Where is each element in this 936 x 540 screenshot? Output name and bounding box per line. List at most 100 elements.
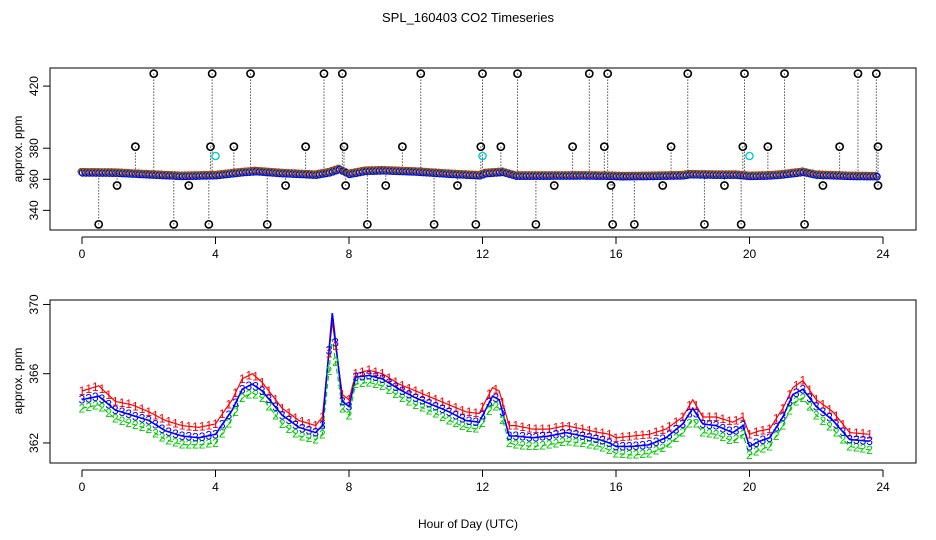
series-2-marker: 2 bbox=[659, 441, 666, 455]
mid-outlier-point bbox=[599, 142, 609, 152]
upper-outlier-point bbox=[149, 69, 159, 79]
series-3-marker: 3 bbox=[145, 413, 152, 427]
series-2-marker: 2 bbox=[99, 401, 106, 415]
series-1-marker: 1 bbox=[746, 427, 753, 441]
mid-outlier-point bbox=[130, 142, 140, 152]
series-1-marker: 1 bbox=[513, 419, 520, 433]
series-1-marker: 1 bbox=[539, 422, 546, 436]
series-3-marker: 3 bbox=[486, 396, 493, 410]
series-3-marker: 3 bbox=[272, 400, 279, 414]
series-2-marker: 2 bbox=[239, 391, 246, 405]
series-2-marker: 2 bbox=[112, 412, 119, 426]
upper-outlier-point bbox=[416, 69, 426, 79]
x-tick-label: 20 bbox=[743, 480, 757, 494]
series-3-marker: 3 bbox=[533, 430, 540, 444]
series-3-marker: 3 bbox=[559, 426, 566, 440]
series-2-marker: 2 bbox=[359, 376, 366, 390]
y-tick-label: 340 bbox=[27, 200, 41, 220]
series-3-marker: 3 bbox=[586, 430, 593, 444]
series-2-marker: 2 bbox=[125, 416, 132, 430]
series-3-marker: 3 bbox=[312, 426, 319, 440]
series-3-marker: 3 bbox=[679, 417, 686, 431]
series-3-marker: 3 bbox=[199, 430, 206, 444]
series-1-marker: 1 bbox=[659, 423, 666, 437]
series-2-marker: 2 bbox=[145, 422, 152, 436]
mid-outlier-point bbox=[496, 142, 506, 152]
upper-outlier-point bbox=[683, 69, 693, 79]
series-2-marker: 2 bbox=[472, 422, 479, 436]
series-1-marker: 1 bbox=[840, 417, 847, 431]
series-3-marker: 3 bbox=[239, 382, 246, 396]
series-1-marker: 1 bbox=[466, 405, 473, 419]
series-3-marker: 3 bbox=[85, 391, 92, 405]
series-2-marker: 2 bbox=[573, 435, 580, 449]
series-1-marker: 1 bbox=[139, 402, 146, 416]
lower-outlier-point bbox=[362, 219, 372, 229]
series-1-marker: 1 bbox=[713, 410, 720, 424]
series-2-marker: 2 bbox=[693, 416, 700, 430]
series-3-marker: 3 bbox=[232, 396, 239, 410]
x-tick-label: 4 bbox=[212, 480, 219, 494]
series-1-marker: 1 bbox=[566, 419, 573, 433]
series-3-marker: 3 bbox=[499, 405, 506, 419]
x-tick-label: 12 bbox=[476, 480, 490, 494]
series-1-marker: 1 bbox=[793, 378, 800, 392]
series-2-marker: 2 bbox=[446, 413, 453, 427]
series-2-marker: 2 bbox=[319, 427, 326, 441]
series-2-marker: 2 bbox=[212, 436, 219, 450]
series-1-marker: 1 bbox=[760, 423, 767, 437]
series-3-marker: 3 bbox=[566, 426, 573, 440]
x-tick-label: 0 bbox=[79, 247, 86, 261]
series-2-marker: 2 bbox=[626, 448, 633, 462]
x-tick-label: 8 bbox=[346, 247, 353, 261]
series-2-marker: 2 bbox=[219, 426, 226, 440]
series-3-marker: 3 bbox=[706, 418, 713, 432]
series-1-marker: 1 bbox=[472, 406, 479, 420]
series-1-marker: 1 bbox=[806, 383, 813, 397]
series-3-marker: 3 bbox=[139, 411, 146, 425]
series-1-marker: 1 bbox=[853, 426, 860, 440]
series-1-marker: 1 bbox=[686, 398, 693, 412]
series-1-marker: 1 bbox=[366, 363, 373, 377]
series-3-marker: 3 bbox=[840, 425, 847, 439]
lower-outlier-point bbox=[471, 219, 481, 229]
series-1-marker: 1 bbox=[252, 370, 259, 384]
series-1-marker: 1 bbox=[306, 417, 313, 431]
series-2-marker: 2 bbox=[452, 416, 459, 430]
mid-outlier-point bbox=[666, 142, 676, 152]
series-2-marker: 2 bbox=[613, 446, 620, 460]
series-1-marker: 1 bbox=[599, 426, 606, 440]
mid-outlier-point bbox=[568, 142, 578, 152]
series-3-marker: 3 bbox=[653, 435, 660, 449]
mid-outlier-point bbox=[763, 142, 773, 152]
series-1-marker: 1 bbox=[312, 419, 319, 433]
lower-outlier-point bbox=[262, 219, 272, 229]
series-1-marker: 1 bbox=[486, 387, 493, 401]
series-2-marker: 2 bbox=[826, 419, 833, 433]
series-3-marker: 3 bbox=[513, 429, 520, 443]
series-3-marker: 3 bbox=[172, 427, 179, 441]
series-2-marker: 2 bbox=[312, 432, 319, 446]
series-2-marker: 2 bbox=[185, 438, 192, 452]
series-1-marker: 1 bbox=[559, 419, 566, 433]
series-3-marker: 3 bbox=[432, 399, 439, 413]
mid-outlier-point bbox=[835, 142, 845, 152]
series-3-marker: 3 bbox=[553, 428, 560, 442]
series-1-marker: 1 bbox=[679, 410, 686, 424]
flagged-point bbox=[745, 151, 754, 161]
series-3-marker: 3 bbox=[659, 432, 666, 446]
series-3-marker: 3 bbox=[626, 439, 633, 453]
series-3-marker: 3 bbox=[412, 391, 419, 405]
series-1-marker: 1 bbox=[286, 406, 293, 420]
series-1-marker: 1 bbox=[125, 397, 132, 411]
series-2-marker: 2 bbox=[853, 441, 860, 455]
series-2-marker: 2 bbox=[800, 391, 807, 405]
series-2-marker: 2 bbox=[79, 401, 86, 415]
series-2-marker: 2 bbox=[139, 420, 146, 434]
series-1-marker: 1 bbox=[279, 401, 286, 415]
series-3-marker: 3 bbox=[506, 429, 513, 443]
x-tick-label: 16 bbox=[609, 480, 623, 494]
series-2-marker: 2 bbox=[172, 436, 179, 450]
series-3-marker: 3 bbox=[446, 405, 453, 419]
series-2-marker: 2 bbox=[599, 441, 606, 455]
